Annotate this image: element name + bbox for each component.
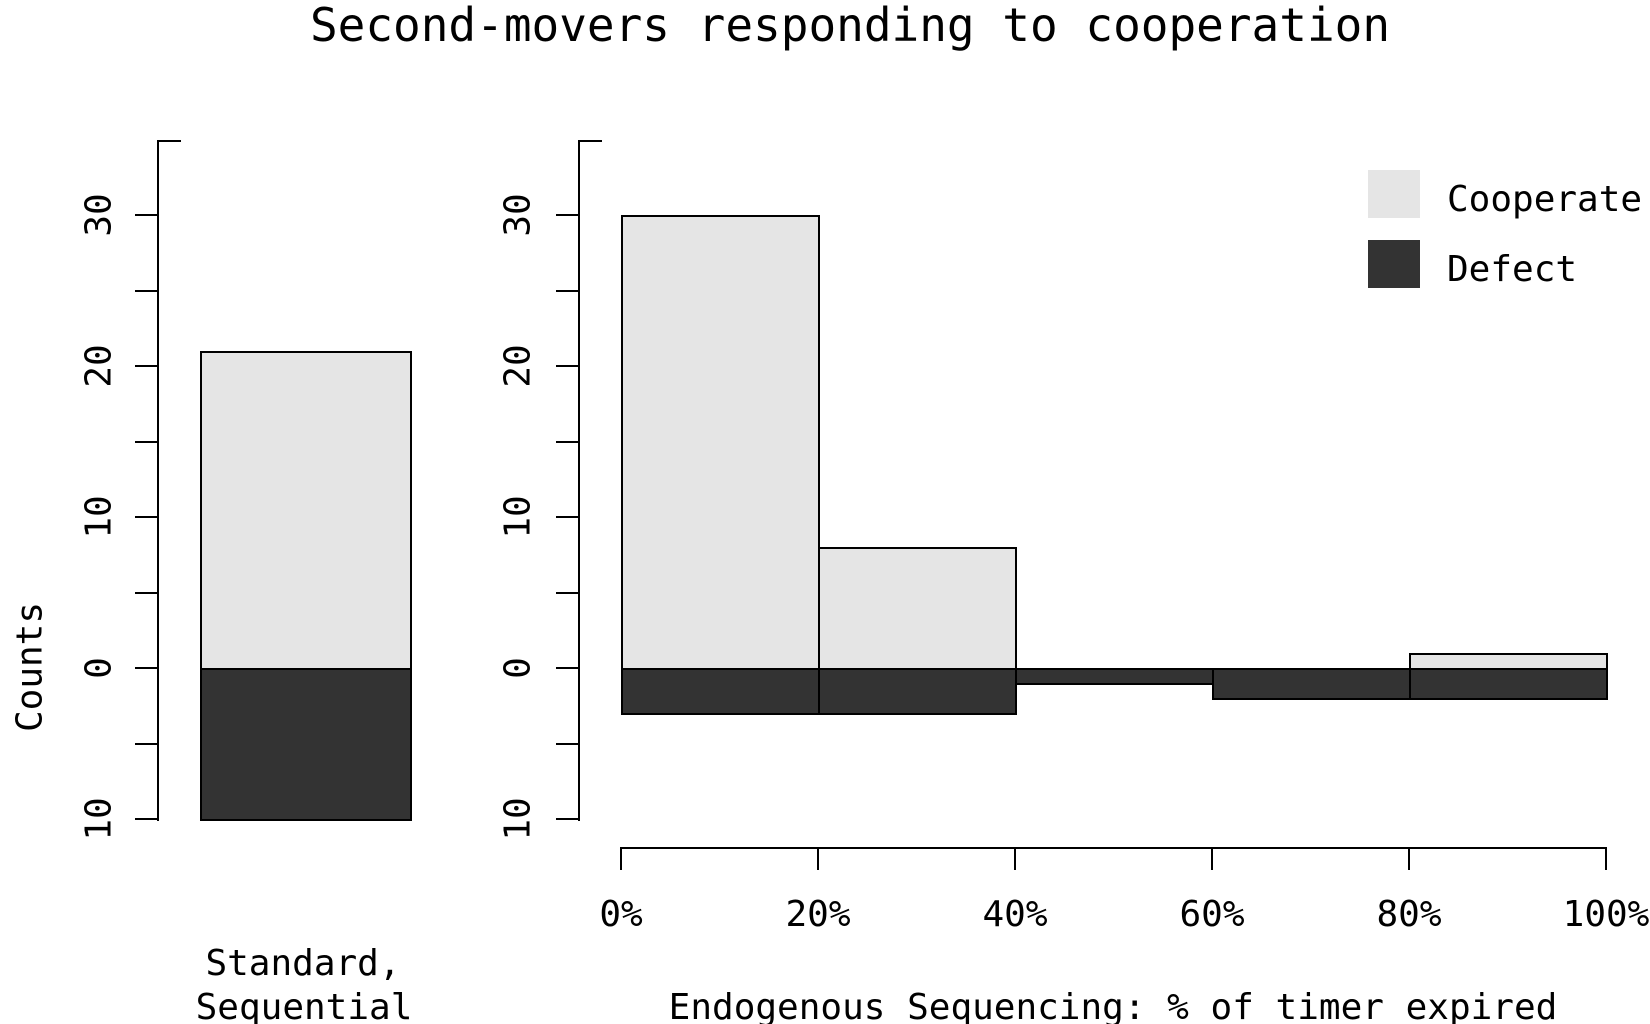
- y-axis-tick-left: [135, 592, 157, 594]
- y-axis-tick-left: [135, 365, 157, 367]
- legend-label-cooperate: Cooperate: [1447, 179, 1643, 220]
- y-axis-tick-left: [135, 818, 157, 820]
- y-axis-tick-right: [556, 365, 578, 367]
- x-axis-tick: [1605, 847, 1607, 870]
- y-tick-label-right: 0: [497, 657, 539, 679]
- hist-bar-defect: [1015, 668, 1214, 685]
- y-axis-tick-right: [556, 818, 578, 820]
- x-axis-tick: [1408, 847, 1410, 870]
- hist-bar-cooperate: [621, 215, 820, 670]
- y-axis-tick-right: [556, 290, 578, 292]
- y-axis-tick-left: [135, 743, 157, 745]
- x-axis-line: [620, 847, 1607, 849]
- x-axis-tick: [620, 847, 622, 870]
- hist-bar-defect: [621, 668, 820, 715]
- hist-bar-defect: [1409, 668, 1608, 700]
- x-tick-label: 60%: [1179, 894, 1245, 935]
- y-tick-label-left: 20: [78, 344, 120, 388]
- y-tick-label-right: 10: [497, 797, 539, 841]
- y-axis-tick-right: [556, 516, 578, 518]
- chart-title: Second-movers responding to cooperation: [309, 0, 1391, 52]
- x-axis-tick: [1014, 847, 1016, 870]
- y-axis-label-counts: Counts: [9, 601, 51, 733]
- legend-label-defect: Defect: [1447, 249, 1578, 290]
- y-axis-tick-left: [135, 516, 157, 518]
- y-axis-top-cap-left: [157, 140, 181, 142]
- x-axis-label: Endogenous Sequencing: % of timer expire…: [668, 987, 1558, 1024]
- hist-bar-defect: [1212, 668, 1411, 700]
- y-axis-tick-right: [556, 743, 578, 745]
- y-axis-top-cap-right: [578, 140, 602, 142]
- y-axis-tick-left: [135, 214, 157, 216]
- y-axis-tick-left: [135, 290, 157, 292]
- hist-bar-defect: [818, 668, 1017, 715]
- y-axis-line-right: [578, 140, 580, 821]
- legend-swatch-defect: [1368, 240, 1420, 288]
- y-tick-label-right: 10: [497, 495, 539, 539]
- y-tick-label-right: 30: [497, 193, 539, 237]
- y-axis-tick-right: [556, 441, 578, 443]
- y-tick-label-left: 10: [78, 495, 120, 539]
- legend-swatch-cooperate: [1368, 170, 1420, 218]
- x-axis-tick: [1211, 847, 1213, 870]
- y-axis-line-left: [157, 140, 159, 821]
- x-tick-label: 80%: [1376, 894, 1442, 935]
- y-tick-label-right: 20: [497, 344, 539, 388]
- y-tick-label-left: 0: [78, 657, 120, 679]
- x-axis-tick: [817, 847, 819, 870]
- hist-bar-cooperate: [818, 547, 1017, 670]
- y-axis-tick-left: [135, 441, 157, 443]
- y-tick-label-left: 10: [78, 797, 120, 841]
- bar-segment-cooperate: [200, 351, 412, 670]
- left-panel-category-line2: Sequential: [195, 987, 413, 1024]
- y-axis-tick-left: [135, 667, 157, 669]
- x-tick-label: 40%: [982, 894, 1048, 935]
- x-tick-label: 20%: [785, 894, 851, 935]
- x-tick-label: 0%: [599, 894, 643, 935]
- x-tick-label: 100%: [1562, 894, 1650, 935]
- y-axis-tick-right: [556, 592, 578, 594]
- y-axis-tick-right: [556, 667, 578, 669]
- y-tick-label-left: 30: [78, 193, 120, 237]
- bar-segment-defect: [200, 668, 412, 821]
- y-axis-tick-right: [556, 214, 578, 216]
- left-panel-category-line1: Standard,: [205, 943, 401, 984]
